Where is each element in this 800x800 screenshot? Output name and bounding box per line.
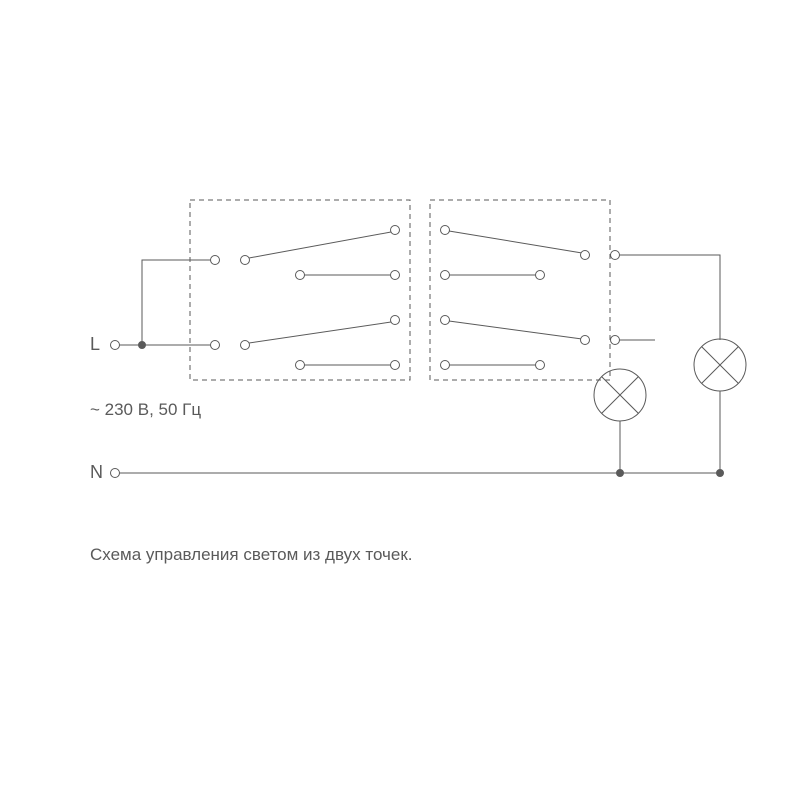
terminal-14 [296,271,305,280]
label-caption: Схема управления светом из двух точек. [90,545,413,564]
terminal-6 [391,226,400,235]
wire-11 [619,255,720,340]
terminal-18 [581,251,590,260]
terminal-10 [391,316,400,325]
wire-8 [449,321,582,339]
wire-7 [449,231,582,253]
junction-1 [617,470,624,477]
wire-3 [249,232,391,258]
circuit-diagram: L N ~ 230 В, 50 Гц Схема управления свет… [0,0,800,800]
terminal-2 [211,256,220,265]
label-N: N [90,462,103,482]
terminal-16 [536,271,545,280]
lamp-1 [694,339,746,391]
terminal-5 [241,341,250,350]
terminal-21 [611,336,620,345]
junction-2 [717,470,724,477]
terminal-4 [211,341,220,350]
label-supply: ~ 230 В, 50 Гц [90,400,201,419]
junction-0 [139,342,146,349]
lamp-0 [594,369,646,421]
switch-box-0 [190,200,410,380]
terminal-0 [111,341,120,350]
wire-1 [142,260,211,345]
switch-box-1 [430,200,610,380]
terminal-13 [441,361,450,370]
terminal-12 [391,361,400,370]
label-L: L [90,334,100,354]
terminal-11 [441,316,450,325]
terminal-1 [111,469,120,478]
terminal-9 [441,271,450,280]
terminal-15 [296,361,305,370]
wire-4 [249,322,391,343]
terminal-19 [611,251,620,260]
terminal-17 [536,361,545,370]
terminal-8 [391,271,400,280]
terminal-3 [241,256,250,265]
terminal-20 [581,336,590,345]
terminal-7 [441,226,450,235]
